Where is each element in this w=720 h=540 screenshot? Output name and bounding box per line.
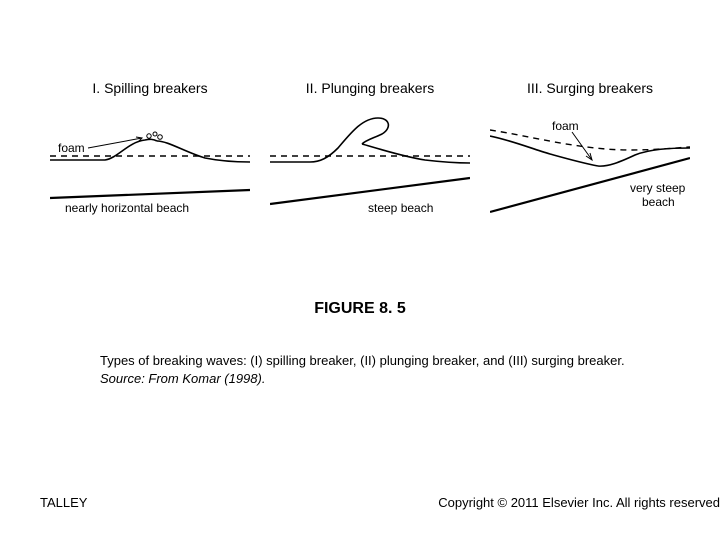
figure-number: FIGURE 8. 5 — [0, 300, 720, 318]
figure-page: I. Spilling breakers foam nearly horizon… — [0, 0, 720, 540]
caption-source: Source: From Komar (1998). — [100, 371, 265, 386]
foam-bubble — [158, 135, 163, 140]
dashed-water-line — [490, 130, 690, 150]
footer-copyright: Copyright © 2011 Elsevier Inc. All right… — [438, 495, 720, 510]
beach-label-2: beach — [642, 195, 675, 209]
beach-label: very steep — [630, 181, 686, 195]
panel-title-2: II. Plunging breakers — [270, 80, 470, 96]
beach-label: nearly horizontal beach — [65, 201, 189, 215]
foam-label: foam — [552, 119, 579, 133]
wave-line-b — [598, 148, 690, 166]
beach-label: steep beach — [368, 201, 433, 215]
panel-svg-3: foam very steep beach — [490, 100, 690, 230]
foam-arrow — [572, 132, 592, 160]
panel-title-3: III. Surging breakers — [490, 80, 690, 96]
foam-label: foam — [58, 141, 85, 155]
wave-line-b — [157, 141, 250, 162]
caption-text: Types of breaking waves: (I) spilling br… — [100, 353, 625, 368]
panel-svg-1: foam nearly horizontal beach — [50, 100, 250, 230]
figure-caption: Types of breaking waves: (I) spilling br… — [100, 352, 640, 387]
panel-svg-2: steep beach — [270, 100, 470, 230]
panel-surging: III. Surging breakers foam very steep be… — [490, 80, 690, 240]
wave-line-b — [362, 144, 470, 163]
foam-bubble — [153, 132, 157, 136]
foam-bubble — [147, 134, 151, 138]
beach-line — [50, 190, 250, 198]
diagram-panels: I. Spilling breakers foam nearly horizon… — [50, 80, 690, 240]
panel-title-1: I. Spilling breakers — [50, 80, 250, 96]
panel-plunging: II. Plunging breakers steep beach — [270, 80, 470, 240]
footer-author: TALLEY — [40, 495, 87, 510]
panel-spilling: I. Spilling breakers foam nearly horizon… — [50, 80, 250, 240]
